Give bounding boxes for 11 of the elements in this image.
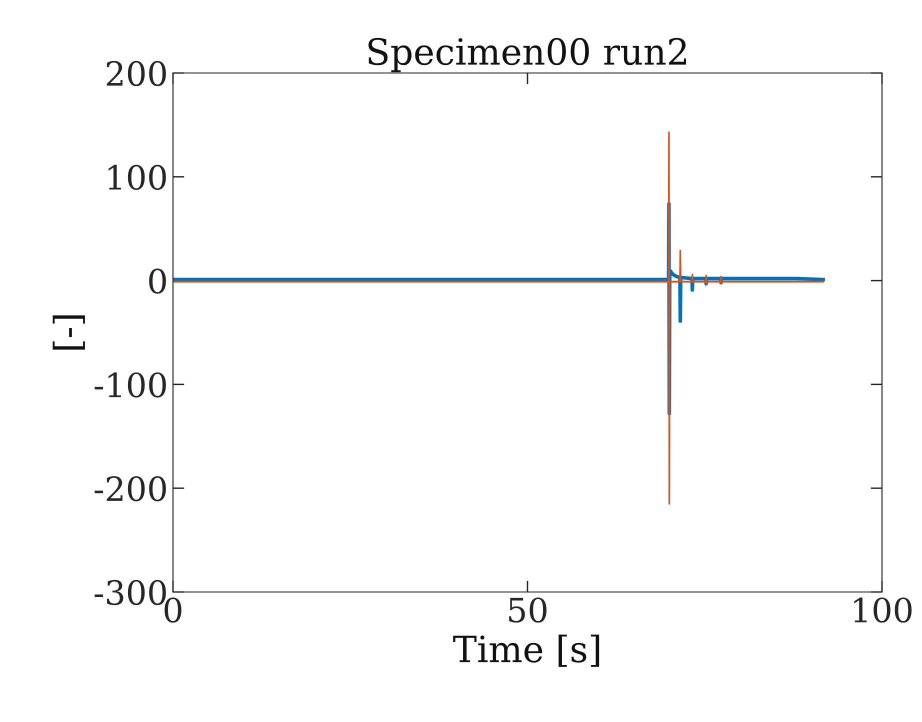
y-tick-label: 0 <box>149 268 166 294</box>
y-tick-label: 200 <box>106 60 166 86</box>
x-axis-title: Time [s] <box>453 634 600 667</box>
y-axis-title: [-] <box>52 315 85 350</box>
chart-title: Specimen00 run2 <box>368 38 686 72</box>
y-tick-label: -200 <box>94 476 166 502</box>
y-tick-label: -300 <box>94 580 166 606</box>
y-tick-label: -100 <box>94 372 166 398</box>
x-tick-label: 100 <box>854 597 912 623</box>
x-tick-label: 50 <box>509 597 546 623</box>
y-tick-label: 100 <box>108 164 166 190</box>
